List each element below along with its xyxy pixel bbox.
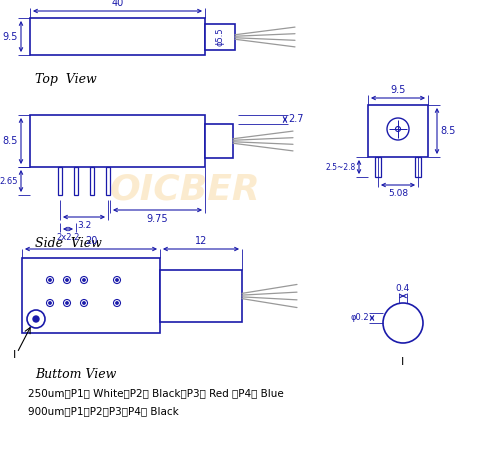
Bar (415, 157, 421, 177)
Bar (205, 24, 235, 50)
Bar (368, 105, 428, 157)
Text: Side  View: Side View (35, 237, 102, 250)
Text: Top  View: Top View (35, 73, 97, 86)
Text: 2.7: 2.7 (288, 115, 304, 124)
Text: 9.5: 9.5 (2, 32, 18, 42)
Text: 8.5: 8.5 (440, 126, 456, 136)
Bar (58, 167, 62, 195)
Text: 20: 20 (85, 236, 97, 246)
Bar (22, 258, 160, 333)
Text: φ0.2: φ0.2 (350, 314, 369, 323)
Text: 5.08: 5.08 (388, 189, 408, 198)
Bar (375, 157, 381, 177)
Text: 8.5: 8.5 (2, 136, 18, 146)
Circle shape (83, 279, 85, 281)
Text: I: I (402, 357, 404, 367)
Text: 3.2: 3.2 (77, 221, 91, 230)
Bar (160, 270, 242, 322)
Text: OICBER: OICBER (110, 173, 260, 207)
Bar (90, 167, 94, 195)
Circle shape (33, 316, 39, 322)
Circle shape (49, 302, 51, 304)
Circle shape (49, 279, 51, 281)
Text: 9.5: 9.5 (390, 85, 406, 95)
Text: I: I (12, 350, 16, 360)
Bar (74, 167, 78, 195)
Text: 0.4: 0.4 (396, 284, 410, 293)
Text: 40: 40 (112, 0, 124, 8)
Text: 250um：P1： White、P2： Black、P3： Red 、P4： Blue: 250um：P1： White、P2： Black、P3： Red 、P4： B… (28, 388, 284, 398)
Text: 2.65: 2.65 (0, 176, 18, 186)
Text: 900um：P1、P2、P3、P4： Black: 900um：P1、P2、P3、P4： Black (28, 406, 179, 416)
Text: Buttom View: Buttom View (35, 368, 116, 381)
Circle shape (66, 302, 68, 304)
Circle shape (116, 302, 118, 304)
Circle shape (116, 279, 118, 281)
Bar (30, 18, 205, 55)
Bar (106, 167, 110, 195)
Circle shape (83, 302, 85, 304)
Text: ϕ5.5: ϕ5.5 (216, 28, 224, 46)
Text: 12: 12 (195, 236, 207, 246)
Bar (30, 115, 205, 167)
Text: 2.5~2.8: 2.5~2.8 (326, 163, 356, 171)
Text: 2x2.2: 2x2.2 (56, 233, 80, 242)
Circle shape (66, 279, 68, 281)
Text: 9.75: 9.75 (146, 214, 169, 224)
Bar (205, 124, 233, 158)
